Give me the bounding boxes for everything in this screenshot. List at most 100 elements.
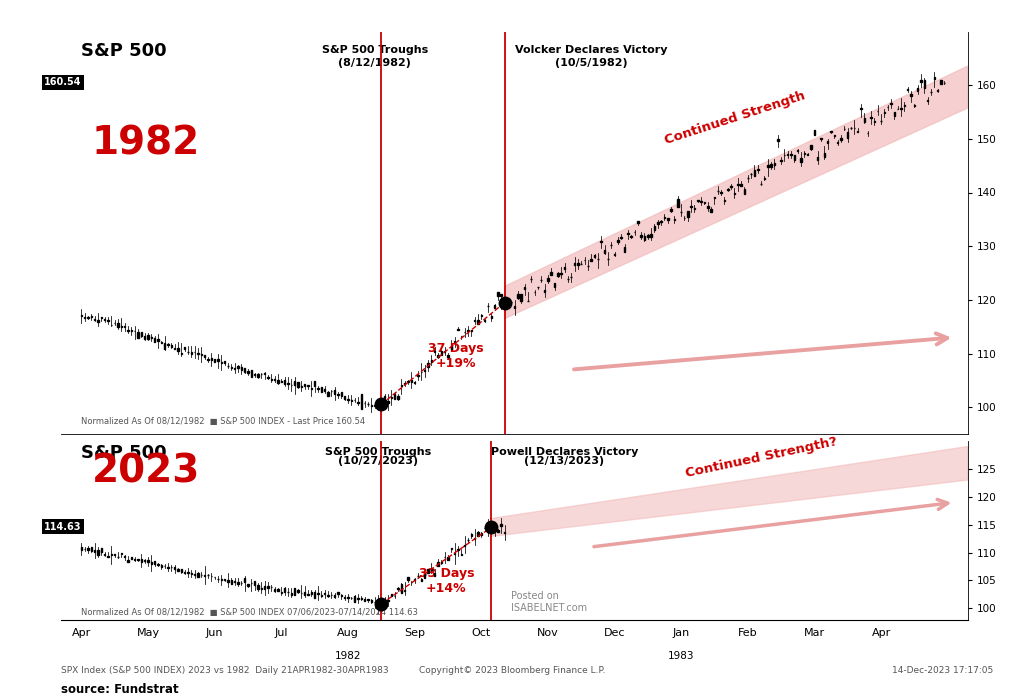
- Bar: [244, 368, 246, 372]
- Bar: [251, 370, 252, 377]
- Bar: [350, 400, 352, 401]
- Bar: [247, 371, 249, 372]
- Bar: [520, 294, 522, 301]
- Bar: [501, 294, 502, 295]
- Bar: [417, 374, 419, 376]
- Bar: [916, 88, 919, 91]
- Bar: [430, 360, 432, 362]
- Bar: [791, 154, 792, 155]
- Bar: [424, 575, 425, 577]
- Text: Copyright© 2023 Bloomberg Finance L.P.: Copyright© 2023 Bloomberg Finance L.P.: [419, 666, 605, 676]
- Bar: [337, 394, 339, 395]
- Text: Posted on
ISABELNET.com: Posted on ISABELNET.com: [511, 592, 588, 612]
- Bar: [501, 524, 502, 526]
- Bar: [777, 139, 778, 141]
- Bar: [154, 338, 156, 342]
- Bar: [907, 89, 908, 90]
- Text: Jun: Jun: [206, 629, 223, 638]
- Bar: [230, 367, 232, 368]
- Bar: [621, 237, 622, 238]
- Bar: [147, 335, 148, 339]
- Bar: [334, 391, 336, 394]
- Text: Nov: Nov: [537, 629, 559, 638]
- Bar: [711, 209, 712, 212]
- Text: Continued Strength: Continued Strength: [663, 90, 807, 147]
- Bar: [278, 589, 279, 591]
- Bar: [714, 197, 715, 198]
- Bar: [97, 550, 99, 555]
- Bar: [408, 578, 409, 580]
- Bar: [371, 405, 372, 406]
- Bar: [321, 387, 323, 391]
- Bar: [498, 530, 499, 531]
- Bar: [241, 367, 242, 370]
- Bar: [161, 565, 162, 566]
- Bar: [440, 351, 442, 355]
- Bar: [274, 589, 275, 591]
- Bar: [87, 548, 89, 550]
- Bar: [600, 241, 602, 242]
- Bar: [457, 549, 459, 550]
- Bar: [360, 393, 362, 410]
- Bar: [81, 315, 82, 316]
- Bar: [863, 118, 865, 122]
- Bar: [707, 206, 709, 209]
- Bar: [387, 401, 389, 402]
- Text: S&P 500 Troughs: S&P 500 Troughs: [322, 45, 428, 55]
- Text: Dec: Dec: [604, 629, 626, 638]
- Bar: [934, 77, 935, 79]
- Bar: [227, 580, 228, 582]
- Bar: [294, 382, 295, 385]
- Bar: [217, 579, 219, 580]
- Bar: [820, 138, 822, 139]
- Bar: [794, 155, 796, 160]
- Bar: [560, 273, 562, 274]
- Bar: [180, 353, 182, 354]
- Bar: [254, 374, 255, 375]
- Bar: [434, 573, 435, 576]
- Bar: [477, 531, 478, 536]
- Text: Normalized As Of 08/12/1982  ■ S&P 500 INDEX - Last Price 160.54: Normalized As Of 08/12/1982 ■ S&P 500 IN…: [82, 417, 366, 426]
- Bar: [310, 388, 312, 389]
- Bar: [814, 130, 815, 135]
- Bar: [667, 218, 669, 220]
- Bar: [100, 317, 102, 318]
- Text: Normalized As Of 08/12/1982  ■ S&P 500 INDEX 07/06/2023-07/14/2024 114.63: Normalized As Of 08/12/1982 ■ S&P 500 IN…: [82, 608, 419, 617]
- Bar: [594, 255, 595, 257]
- Bar: [847, 132, 849, 137]
- Bar: [823, 153, 825, 157]
- Bar: [377, 404, 379, 405]
- Bar: [740, 184, 741, 186]
- Bar: [660, 221, 662, 223]
- Bar: [291, 593, 292, 595]
- Bar: [514, 307, 515, 308]
- Bar: [220, 362, 222, 363]
- Bar: [257, 374, 259, 377]
- Bar: [118, 323, 119, 327]
- Bar: [211, 358, 212, 361]
- Bar: [127, 559, 129, 562]
- Bar: [341, 595, 342, 596]
- Bar: [274, 379, 275, 380]
- Bar: [487, 526, 488, 528]
- Text: (12/13/2023): (12/13/2023): [524, 456, 604, 466]
- Text: 1983: 1983: [668, 651, 694, 661]
- Bar: [214, 359, 215, 362]
- Bar: [674, 219, 675, 220]
- Bar: [344, 395, 345, 398]
- Bar: [158, 339, 159, 341]
- Bar: [507, 299, 509, 301]
- Bar: [144, 559, 145, 561]
- Bar: [397, 396, 398, 400]
- Bar: [650, 234, 652, 237]
- Bar: [834, 134, 836, 136]
- Bar: [224, 579, 225, 580]
- Bar: [447, 557, 449, 560]
- Bar: [337, 592, 339, 594]
- Bar: [97, 320, 99, 321]
- Text: source: Fundstrat: source: Fundstrat: [61, 683, 179, 696]
- Bar: [903, 104, 905, 106]
- Bar: [817, 158, 818, 160]
- Bar: [374, 405, 376, 407]
- Bar: [284, 588, 286, 592]
